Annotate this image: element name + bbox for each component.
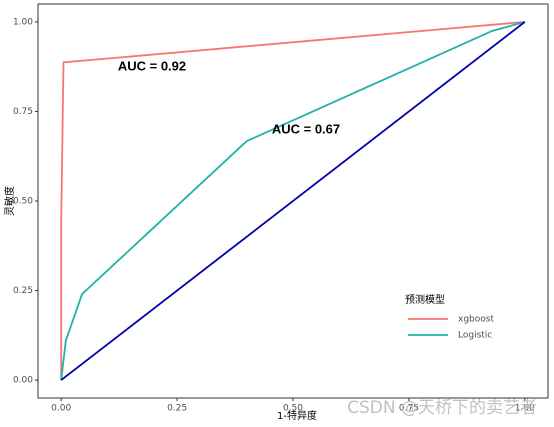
line-series <box>60 21 526 381</box>
x-tick-label: 0.75 <box>399 404 419 414</box>
y-tick-label: 1.00 <box>13 17 33 27</box>
y-tick-label: 0.25 <box>13 286 33 296</box>
annotation: AUC = 0.92 <box>118 58 186 73</box>
line-series <box>60 21 525 381</box>
x-tick-label: 0.00 <box>51 404 71 414</box>
annotation: AUC = 0.67 <box>272 121 340 136</box>
line-series <box>60 21 526 381</box>
x-tick-label: 0.25 <box>167 404 187 414</box>
x-axis-label: 1-特异度 <box>277 409 317 422</box>
y-tick-label: 0.50 <box>13 197 33 207</box>
legend-label: xgboost <box>458 315 494 325</box>
y-tick-label: 0.75 <box>13 107 33 117</box>
x-tick-label: 0.50 <box>283 404 303 414</box>
y-axis-label: 灵敏度 <box>3 186 16 216</box>
y-tick-label: 0.00 <box>13 376 33 386</box>
legend-label: Logistic <box>458 331 492 341</box>
watermark: CSDN @天桥下的卖艺者 <box>347 398 537 418</box>
legend-title: 预测模型 <box>405 293 445 306</box>
x-tick-label: 1.00 <box>515 404 535 414</box>
